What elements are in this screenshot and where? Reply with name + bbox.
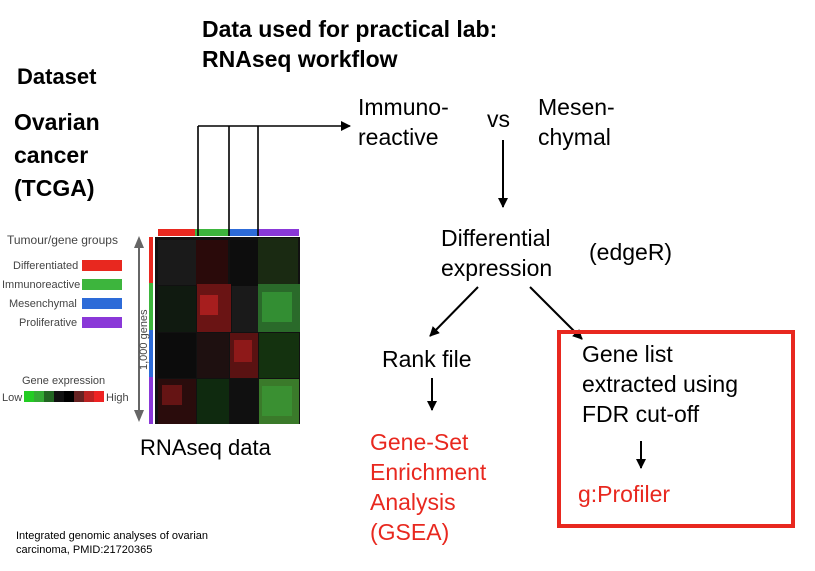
group-legend: Differentiated Immunoreactive Mesenchyma… xyxy=(2,260,122,329)
arrow-to-rank-file xyxy=(429,286,479,337)
dataset-name: Ovarian cancer (TCGA) xyxy=(14,106,100,205)
sample-group-topbar xyxy=(158,229,299,236)
immunoreactive-node: Immuno- reactive xyxy=(358,92,449,152)
heatmap-caption: RNAseq data xyxy=(140,435,271,460)
expression-title: Gene expression xyxy=(22,375,105,387)
edger-label: (edgeR) xyxy=(589,239,673,265)
legend-swatch-mesenchymal xyxy=(82,298,122,309)
expression-low-label: Low xyxy=(2,392,22,404)
dataset-name-line-2: cancer xyxy=(14,142,89,168)
immunoreactive-line-1: Immuno- xyxy=(358,94,449,120)
gsea-line-1: Gene-Set xyxy=(370,429,469,455)
selection-bracket xyxy=(197,121,351,236)
dataset-name-line-1: Ovarian xyxy=(14,109,100,135)
slide-title-line-2: RNAseq workflow xyxy=(202,46,398,72)
slide-title: Data used for practical lab: RNAseq work… xyxy=(202,14,497,74)
genes-axis xyxy=(134,236,144,422)
citation-line-2: carcinoma, PMID:21720365 xyxy=(16,544,153,556)
vs-label: vs xyxy=(487,106,510,132)
gsea-node: Gene-Set Enrichment Analysis (GSEA) xyxy=(370,427,486,547)
dataset-name-line-3: (TCGA) xyxy=(14,175,95,201)
mesenchymal-line-1: Mesen- xyxy=(538,94,615,120)
citation: Integrated genomic analyses of ovarian c… xyxy=(16,529,208,557)
legend-label-proliferative: Proliferative xyxy=(19,317,77,329)
genes-axis-label: 1,000 genes xyxy=(138,309,150,370)
differential-line-2: expression xyxy=(441,255,553,281)
legend-swatch-immunoreactive xyxy=(82,279,122,290)
gene-list-line-3: FDR cut-off xyxy=(582,401,700,427)
rank-file-node: Rank file xyxy=(382,346,472,372)
gsea-line-3: Analysis xyxy=(370,489,456,515)
legend-swatch-proliferative xyxy=(82,317,122,328)
gsea-line-4: (GSEA) xyxy=(370,519,450,545)
dataset-label: Dataset xyxy=(17,64,97,89)
legend-swatch-differentiated xyxy=(82,260,122,271)
gene-list-line-1: Gene list xyxy=(582,341,673,367)
differential-line-1: Differential xyxy=(441,225,551,251)
citation-line-1: Integrated genomic analyses of ovarian xyxy=(16,530,209,542)
mesenchymal-line-2: chymal xyxy=(538,124,611,150)
legend-label-mesenchymal: Mesenchymal xyxy=(9,298,77,310)
highlight-box xyxy=(557,330,795,528)
gene-group-sidebar xyxy=(149,237,153,424)
rnaseq-heatmap xyxy=(155,237,300,424)
legend-title: Tumour/gene groups xyxy=(7,233,118,247)
gene-list-line-2: extracted using xyxy=(582,371,738,397)
gsea-line-2: Enrichment xyxy=(370,459,487,485)
expression-high-label: High xyxy=(106,392,129,404)
immunoreactive-line-2: reactive xyxy=(358,124,439,150)
gprofiler-node: g:Profiler xyxy=(578,481,671,507)
mesenchymal-node: Mesen- chymal xyxy=(538,92,615,152)
gene-list-node: Gene list extracted using FDR cut-off xyxy=(582,339,738,429)
legend-label-immunoreactive: Immunoreactive xyxy=(2,279,80,291)
expression-colorbar xyxy=(24,391,104,402)
legend-label-differentiated: Differentiated xyxy=(13,260,78,272)
slide-title-line-1: Data used for practical lab: xyxy=(202,16,498,42)
differential-expression-node: Differential expression xyxy=(441,223,552,283)
